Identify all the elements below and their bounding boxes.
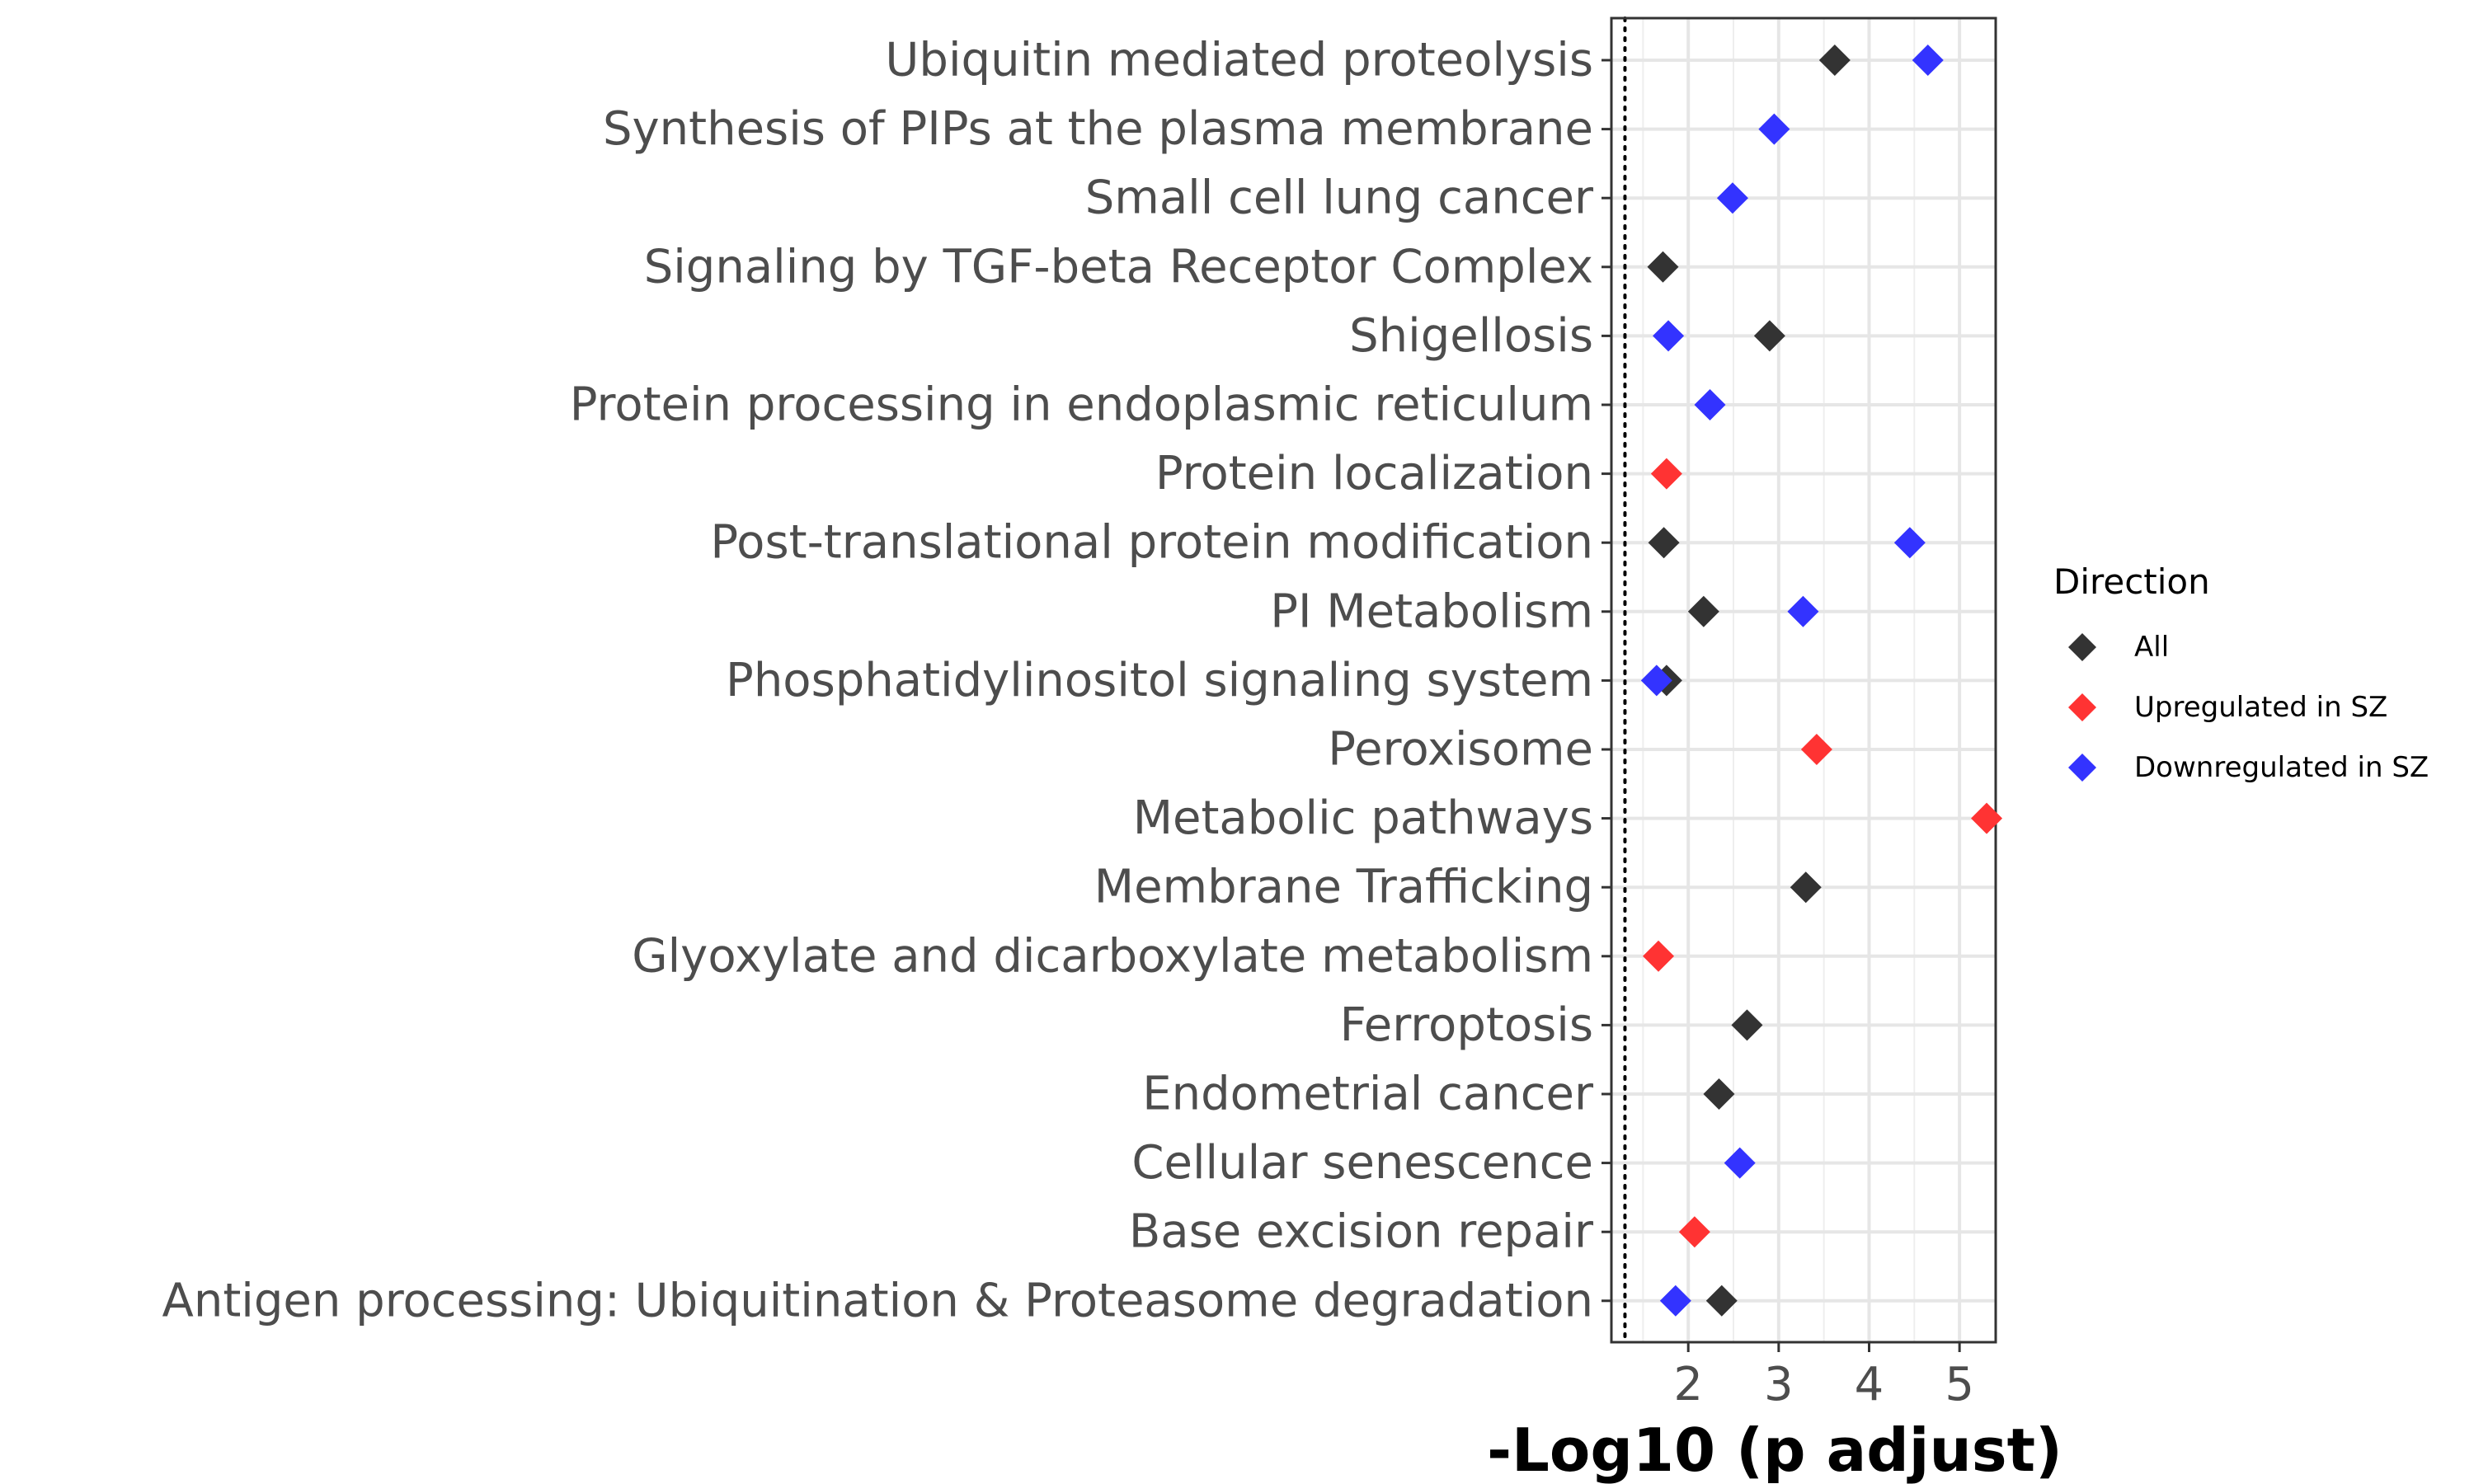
point-layer [1640,45,2003,1317]
legend-entry-label: All [2134,631,2169,664]
y-tick-layer: Ubiquitin mediated proteolysis Synthesis … [162,34,1611,1327]
data-point-diamond [1694,389,1726,420]
data-point-diamond [1640,665,1672,697]
x-tick-label: 2 [1673,1358,1703,1411]
legend-key-diamond [2068,754,2096,782]
data-point-diamond [1724,1147,1756,1179]
category-label: Endometrial cancer [1142,1068,1594,1121]
category-label: Ubiquitin mediated proteolysis [885,34,1593,87]
x-axis-title: -Log10 (p adjust) [1487,1416,2062,1484]
data-point-diamond [1753,320,1785,352]
data-point-diamond [1659,1284,1691,1317]
legend-key-diamond [2068,693,2096,721]
data-point-diamond [1647,251,1679,283]
legend-entry-label: Downregulated in SZ [2134,751,2429,784]
category-label: Metabolic pathways [1133,791,1593,845]
data-point-diamond [1912,45,1944,76]
x-tick-label: 3 [1764,1358,1794,1411]
data-point-diamond [1703,1078,1735,1110]
data-point-diamond [1971,802,2003,834]
data-point-diamond [1790,871,1822,904]
legend-title: Direction [2053,561,2210,602]
category-label: Base excision repair [1129,1205,1594,1259]
legend: Direction All Upregulated in SZ Downregula… [2053,561,2429,784]
data-point-diamond [1653,320,1685,352]
data-point-diamond [1758,113,1790,145]
category-label: Ferroptosis [1340,998,1593,1052]
category-label: Membrane Trafficking [1094,861,1593,914]
category-label: Synthesis of PIPs at the plasma membrane [603,102,1593,156]
category-label: Antigen processing: Ubiquitination & Pro… [162,1274,1593,1327]
legend-entry-label: Upregulated in SZ [2134,691,2387,724]
category-label: PI Metabolism [1270,585,1593,638]
category-label: Phosphatidylinositol signaling system [726,654,1593,707]
category-label: Cellular senescence [1131,1136,1593,1190]
category-label: Glyoxylate and dicarboxylate metabolism [632,929,1593,983]
x-tick-label: 5 [1945,1358,1974,1411]
data-point-diamond [1731,1009,1763,1041]
x-tick-layer: 2 3 4 5 [1673,1342,1974,1411]
grid-layer [1611,18,1996,1342]
category-label: Protein processing in endoplasmic reticu… [570,378,1593,432]
data-point-diamond [1650,458,1682,490]
x-tick-label: 4 [1855,1358,1884,1411]
data-point-diamond [1648,527,1680,559]
data-point-diamond [1643,940,1675,972]
data-point-diamond [1893,527,1926,559]
data-point-diamond [1716,182,1748,214]
data-point-diamond [1787,595,1819,627]
category-label: Peroxisome [1328,723,1593,777]
category-label: Signaling by TGF-beta Receptor Complex [644,240,1593,294]
data-point-diamond [1705,1284,1738,1317]
data-point-diamond [1678,1216,1710,1248]
data-point-diamond [1687,595,1719,627]
category-label: Protein localization [1155,447,1593,500]
category-label: Post-translational protein modification [710,516,1593,570]
category-label: Small cell lung cancer [1085,171,1594,225]
category-label: Shigellosis [1349,309,1593,363]
data-point-diamond [1818,45,1851,76]
data-point-diamond [1800,734,1832,765]
legend-key-diamond [2068,633,2096,661]
